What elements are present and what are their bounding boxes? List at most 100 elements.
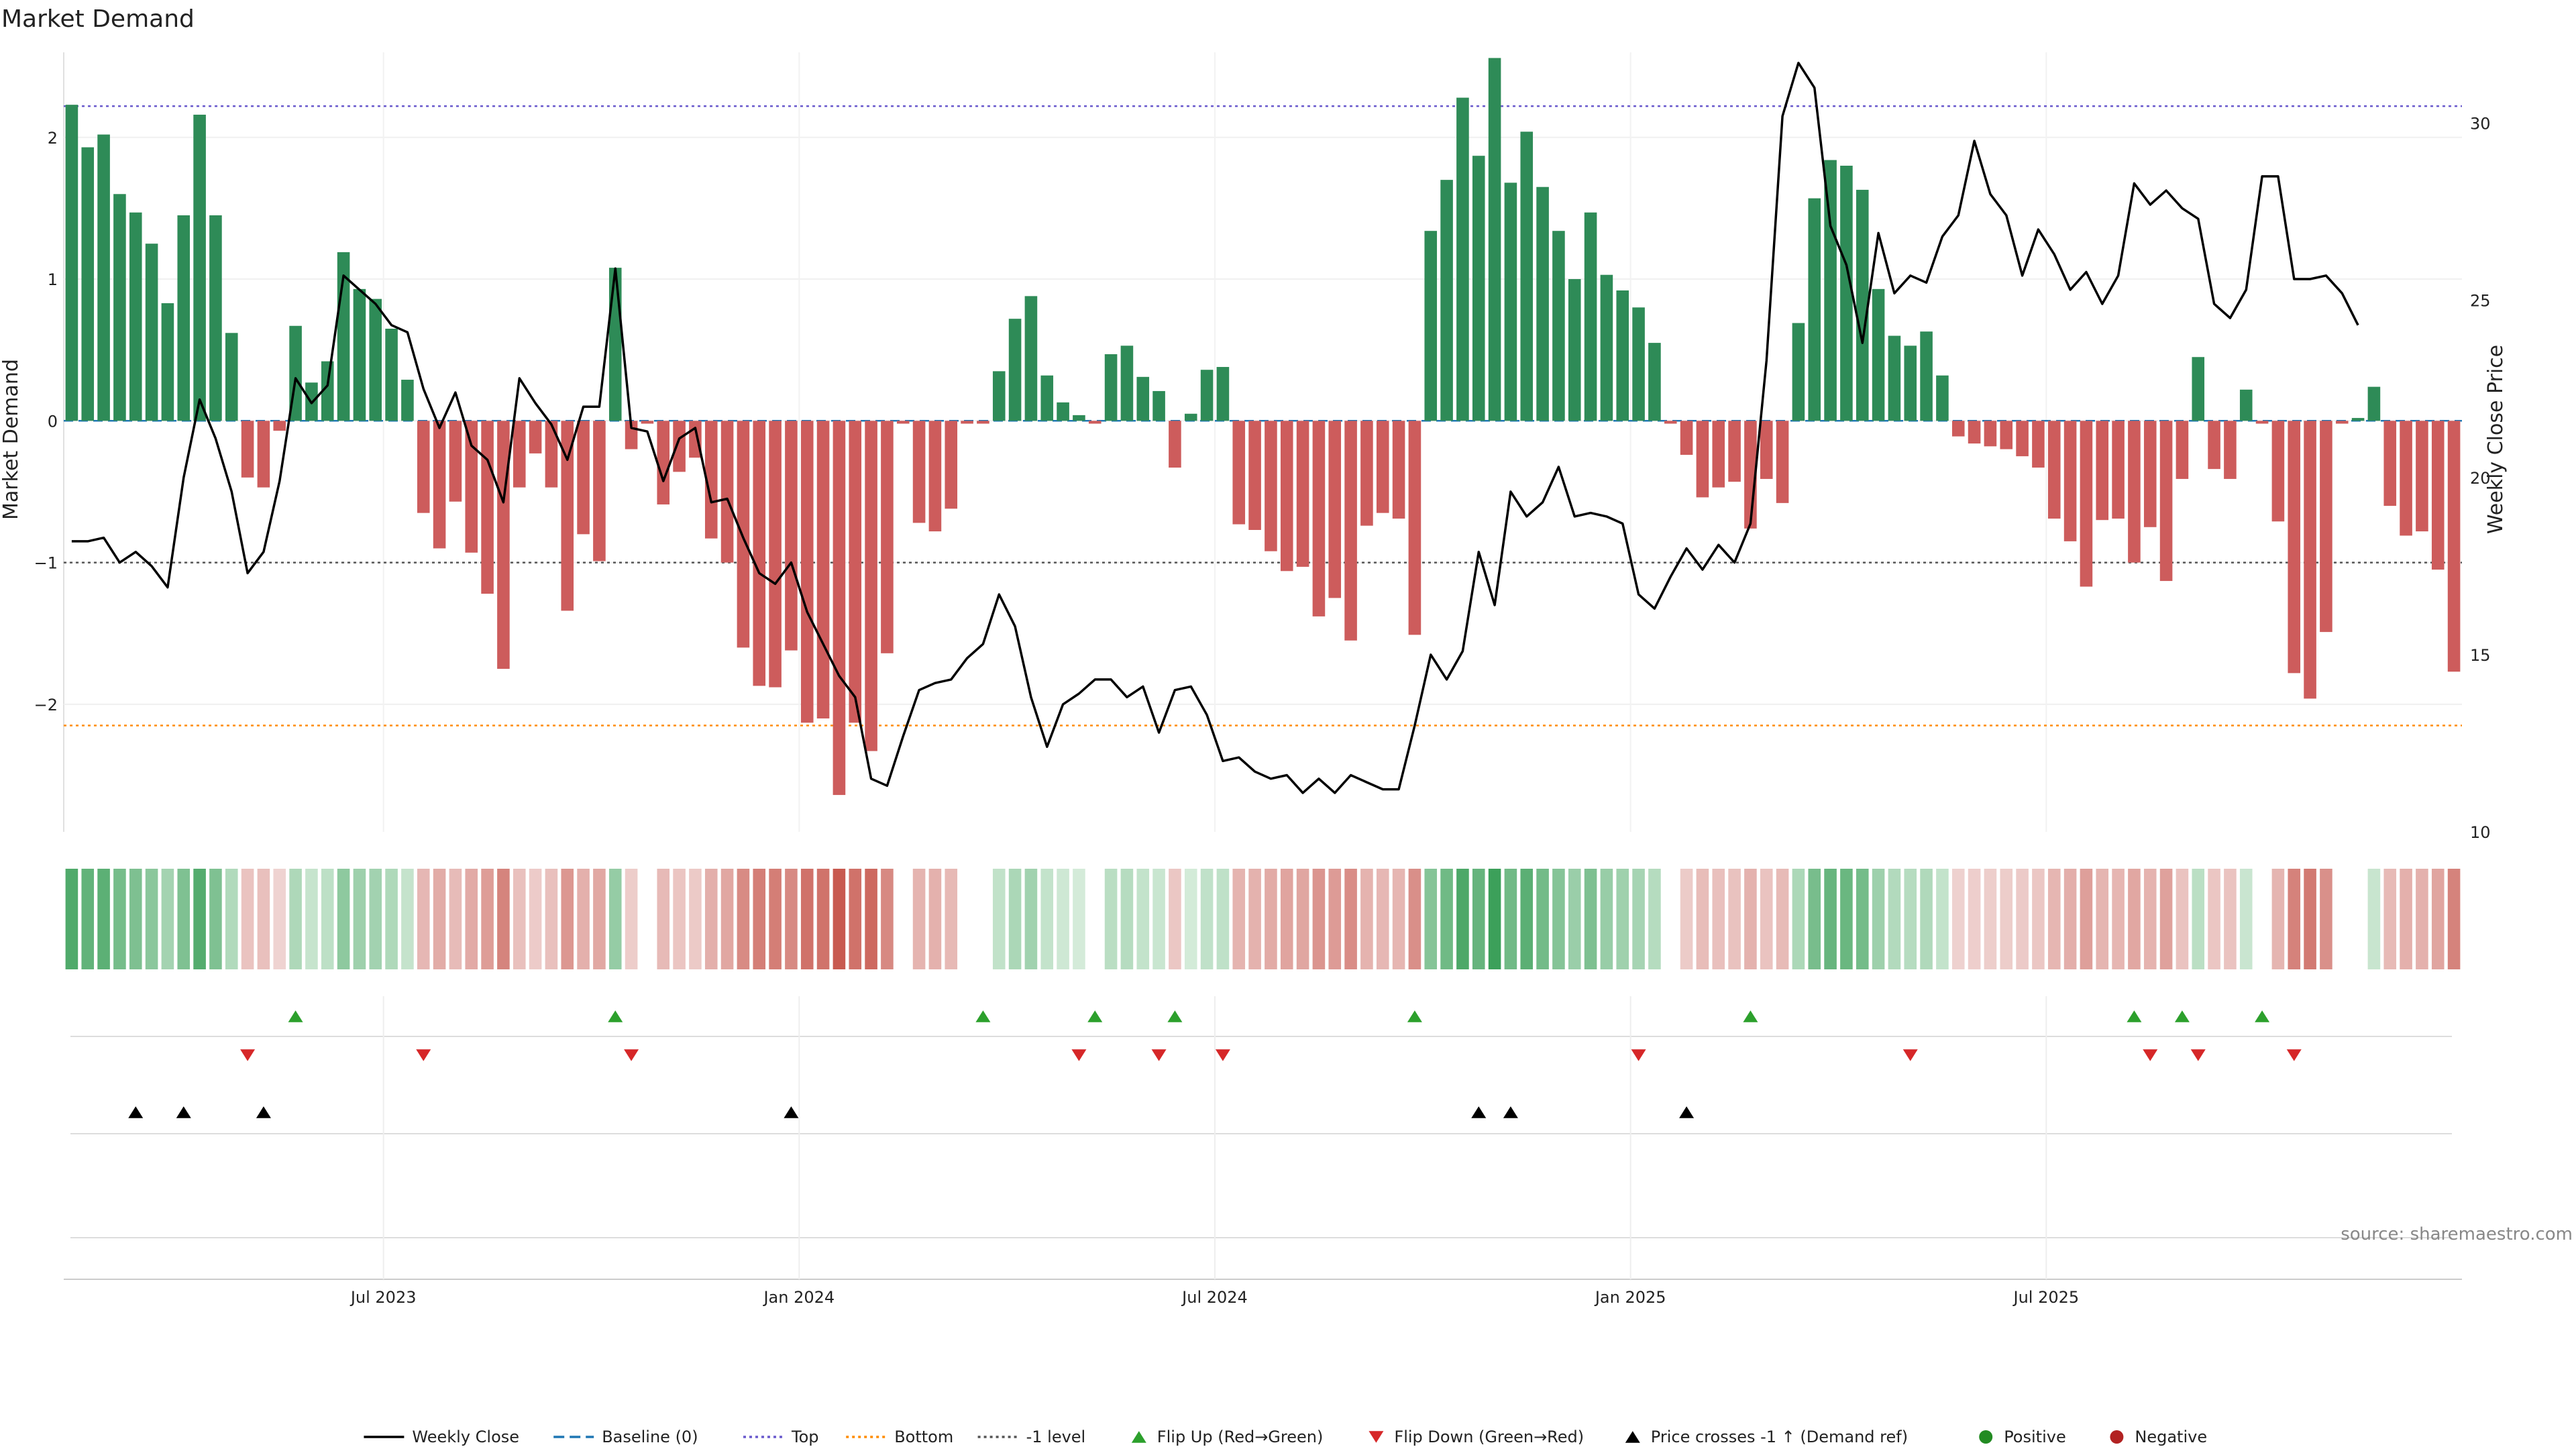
- flip-down-marker: [2143, 1049, 2158, 1061]
- price-cross-marker: [1503, 1106, 1518, 1118]
- demand-bar: [2447, 421, 2461, 672]
- demand-bar: [849, 421, 862, 723]
- demand-bar: [2032, 421, 2045, 468]
- heat-cell: [1440, 869, 1453, 969]
- price-cross-marker: [256, 1106, 271, 1118]
- x-tick-label: Jan 2025: [1594, 1288, 1666, 1307]
- heat-cell: [2400, 869, 2412, 969]
- demand-bar: [2304, 421, 2316, 699]
- demand-bar: [2208, 421, 2220, 470]
- right-tick-label: 15: [2470, 646, 2491, 665]
- demand-bar: [992, 371, 1006, 421]
- legend-label: Weekly Close: [412, 1428, 519, 1446]
- demand-bar: [2112, 421, 2125, 519]
- heat-cell: [769, 869, 782, 969]
- demand-bar: [1680, 421, 1693, 455]
- heat-cell: [417, 869, 430, 969]
- demand-bar: [1216, 367, 1230, 421]
- demand-bar: [1088, 421, 1102, 424]
- legend-item: Negative: [2110, 1428, 2207, 1446]
- heat-cell: [865, 869, 877, 969]
- heat-cell: [2383, 869, 2397, 969]
- demand-bar: [785, 421, 798, 651]
- right-tick-label: 20: [2470, 469, 2491, 488]
- heat-cell: [1664, 869, 1677, 969]
- heat-cell: [241, 869, 254, 969]
- heat-cell: [945, 869, 958, 969]
- price-cross-markers: [128, 1106, 1695, 1118]
- left-tick-label: −1: [34, 554, 58, 573]
- heat-cell: [2208, 869, 2220, 969]
- heat-cell: [720, 869, 734, 969]
- heat-cell: [1568, 869, 1581, 969]
- heat-cell: [1408, 869, 1421, 969]
- legend-item: Top: [743, 1428, 819, 1446]
- demand-bar: [1632, 307, 1645, 421]
- demand-bar: [1328, 421, 1342, 598]
- demand-bar: [720, 421, 734, 563]
- heat-cell: [1760, 869, 1773, 969]
- legend-swatch-triangle-down: [1368, 1431, 1384, 1443]
- heat-cell: [2447, 869, 2461, 969]
- demand-bar: [2176, 421, 2189, 479]
- demand-bar: [1824, 160, 1837, 421]
- heat-cell: [289, 869, 302, 969]
- demand-bar: [1712, 421, 1725, 488]
- legend-label: Price crosses -1 ↑ (Demand ref): [1651, 1428, 1908, 1446]
- demand-bar: [481, 421, 494, 594]
- heat-cell: [401, 869, 414, 969]
- left-axis-label: Market Demand: [0, 359, 23, 520]
- flip-up-marker: [288, 1010, 303, 1022]
- demand-bar: [2128, 421, 2141, 563]
- demand-bar: [2096, 421, 2109, 521]
- demand-bar: [1664, 421, 1677, 424]
- heat-cell: [209, 869, 222, 969]
- demand-bar: [1200, 370, 1214, 421]
- heat-cell: [1024, 869, 1038, 969]
- heat-cell: [737, 869, 750, 969]
- demand-bar: [433, 421, 446, 549]
- legend-label: Top: [791, 1428, 819, 1446]
- heat-cell: [2080, 869, 2093, 969]
- demand-bar: [2239, 389, 2253, 421]
- flip-up-marker: [608, 1010, 623, 1022]
- heat-cell: [1552, 869, 1565, 969]
- heat-cell: [2096, 869, 2109, 969]
- legend-swatch-dot: [1979, 1430, 1993, 1444]
- heat-cell: [816, 869, 830, 969]
- flip-up-marker: [2174, 1010, 2190, 1022]
- demand-bar: [1424, 231, 1438, 421]
- demand-bar: [1600, 274, 1613, 421]
- demand-bar: [2016, 421, 2029, 457]
- price-cross-marker: [784, 1106, 799, 1118]
- heat-cell: [1312, 869, 1326, 969]
- demand-bar: [977, 421, 989, 424]
- demand-bar: [1856, 189, 1869, 421]
- demand-bar: [2383, 421, 2397, 506]
- heat-cell: [2271, 869, 2285, 969]
- legend-item: Flip Up (Red→Green): [1131, 1428, 1324, 1446]
- heat-cell: [1744, 869, 1757, 969]
- demand-bar: [2367, 386, 2381, 421]
- demand-bar: [177, 215, 191, 421]
- heat-cell: [912, 869, 926, 969]
- demand-bar: [401, 380, 414, 421]
- heat-cell: [625, 869, 638, 969]
- demand-bar: [1760, 421, 1773, 479]
- demand-bar: [1488, 58, 1501, 421]
- demand-bar: [257, 421, 270, 488]
- demand-bar: [417, 421, 430, 513]
- heat-cell: [161, 869, 174, 969]
- heat-cell: [1968, 869, 1981, 969]
- demand-bar: [2159, 421, 2173, 582]
- legend-label: Flip Up (Red→Green): [1157, 1428, 1324, 1446]
- heat-cell: [1248, 869, 1261, 969]
- flip-up-marker: [1743, 1010, 1758, 1022]
- heat-cell: [1504, 869, 1517, 969]
- heat-cell: [2047, 869, 2061, 969]
- demand-bar: [1073, 415, 1085, 421]
- demand-bar: [273, 421, 286, 431]
- heat-cell: [1616, 869, 1629, 969]
- demand-bar: [2224, 421, 2237, 479]
- heat-cell: [1008, 869, 1022, 969]
